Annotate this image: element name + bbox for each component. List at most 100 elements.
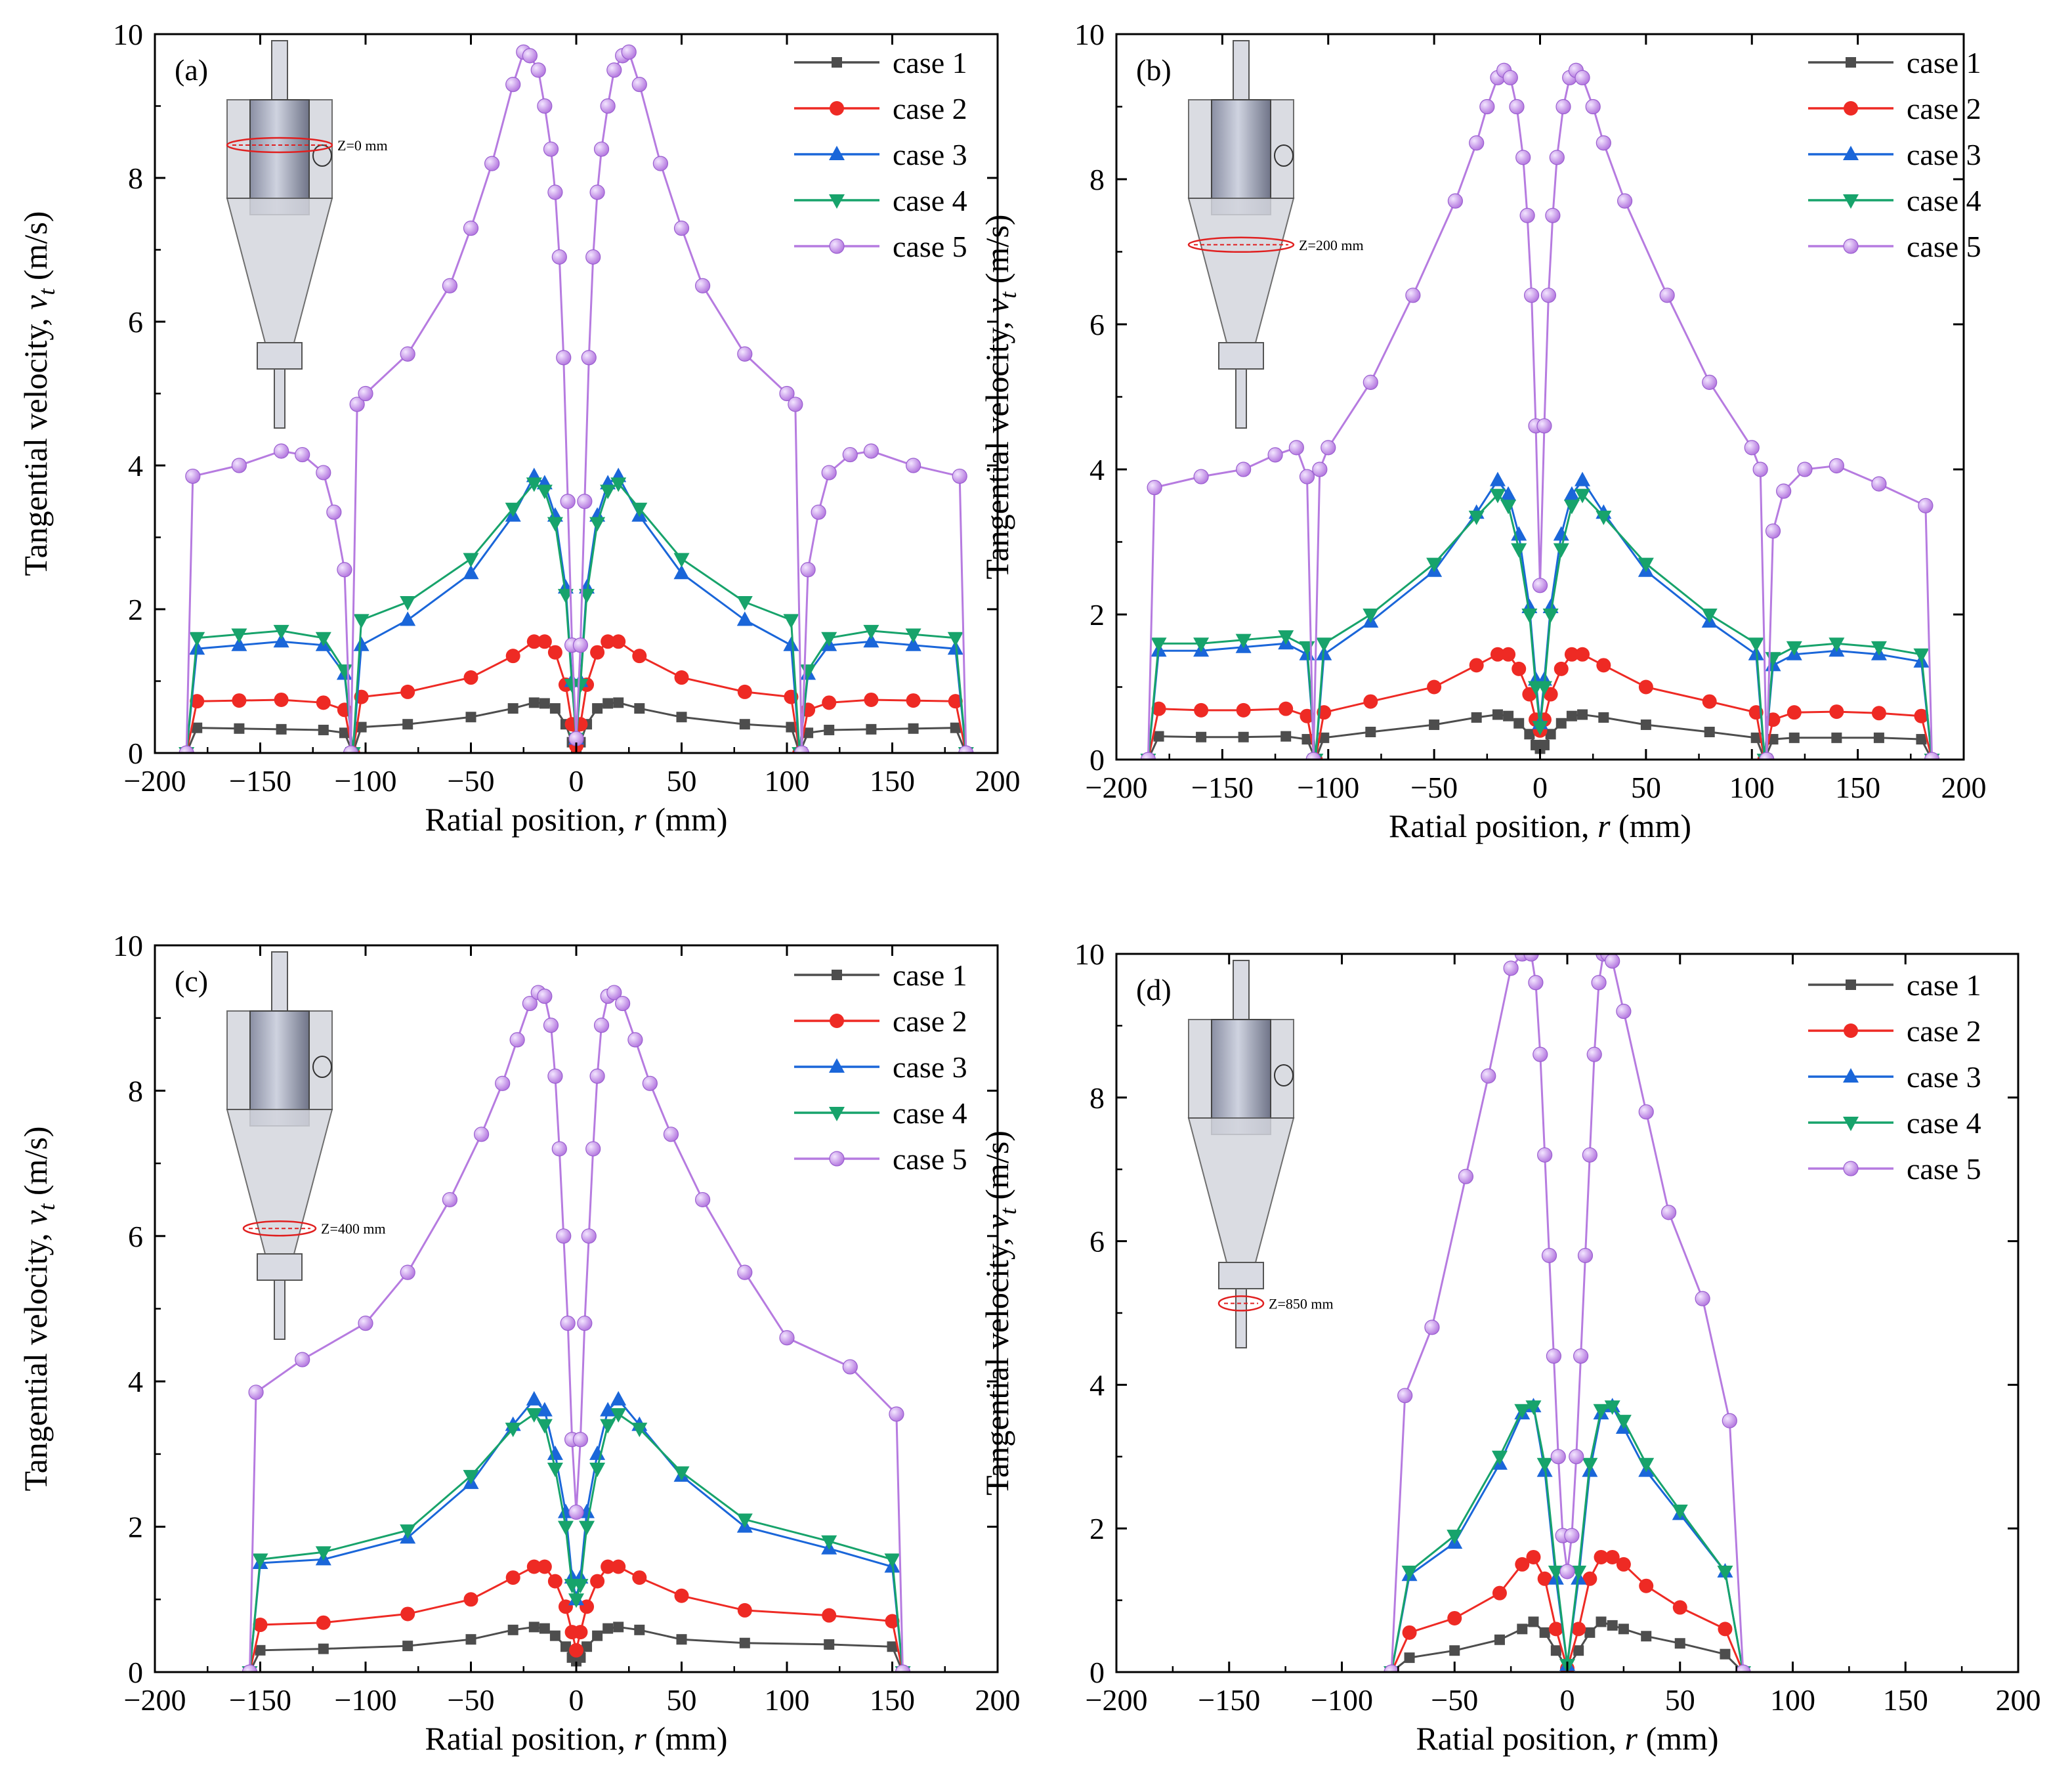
data-point <box>526 634 541 649</box>
data-point <box>673 565 690 580</box>
data-point <box>581 1228 597 1244</box>
data-point <box>694 1192 711 1208</box>
data-point <box>603 1623 614 1634</box>
x-axis-title: Ratial position, r (mm) <box>1389 807 1691 844</box>
data-point <box>1447 1530 1463 1545</box>
data-point <box>600 98 616 114</box>
x-tick-label: 150 <box>870 1683 915 1717</box>
data-point <box>353 636 370 651</box>
x-tick-label: 0 <box>569 1683 584 1717</box>
data-point <box>1491 1450 1508 1465</box>
data-point <box>1517 1624 1528 1635</box>
section-plane-marker <box>1217 1295 1265 1312</box>
data-point <box>343 745 359 753</box>
cyclone-inset: Z=400 mm <box>226 951 386 1340</box>
legend-label: case 5 <box>1907 230 1981 263</box>
cone-body <box>226 198 333 343</box>
data-point <box>1871 641 1887 656</box>
y-tick-label: 6 <box>1089 1225 1105 1258</box>
data-point <box>547 1574 562 1589</box>
data-point <box>463 565 479 580</box>
data-point <box>1546 1348 1561 1364</box>
data-point <box>1513 718 1525 729</box>
data-point <box>1720 1648 1731 1660</box>
legend-marker <box>1846 57 1856 68</box>
data-point <box>821 632 837 647</box>
bottom-pipe <box>274 1280 285 1340</box>
chart-panel: Z=400 mm −200 −150 −100 −50 0 50 100 150 200 0 2 4 6 8… <box>17 929 1021 1757</box>
data-point <box>1548 1622 1563 1637</box>
data-point <box>1616 1003 1632 1020</box>
data-point <box>948 694 963 709</box>
data-point <box>1596 135 1611 151</box>
data-point <box>573 1625 588 1640</box>
data-point <box>316 1615 331 1630</box>
data-point <box>1193 469 1209 484</box>
data-point <box>906 693 921 708</box>
y-tick-label: 10 <box>1074 18 1105 51</box>
y-axis-title: Tangential velocity, vt (m/s) <box>979 1130 1021 1495</box>
section-plane-marker <box>1187 236 1295 253</box>
data-point <box>1536 1457 1553 1473</box>
data-point <box>863 443 879 459</box>
x-axis-title-var: r <box>633 1720 646 1757</box>
data-point <box>495 1075 511 1091</box>
data-point <box>1512 661 1527 676</box>
data-point <box>905 628 921 643</box>
data-point <box>537 988 553 1004</box>
vortex-finder <box>1211 1019 1271 1135</box>
data-point <box>526 1408 542 1423</box>
data-point <box>1541 1247 1557 1264</box>
data-point <box>505 77 521 93</box>
section-plane-marker <box>242 1220 317 1237</box>
data-point <box>736 1513 753 1528</box>
data-point <box>1831 732 1842 743</box>
data-point <box>1528 1616 1539 1627</box>
data-point <box>952 468 967 484</box>
x-tick-label: 200 <box>1996 1683 2041 1717</box>
data-point <box>1545 729 1556 740</box>
data-point <box>1427 679 1442 695</box>
data-point <box>621 44 637 60</box>
x-tick-label: 150 <box>1835 771 1880 804</box>
data-point <box>1236 462 1252 477</box>
data-point <box>1521 609 1538 623</box>
data-point <box>1299 641 1315 656</box>
data-point <box>589 517 606 532</box>
data-point <box>507 703 518 714</box>
data-point <box>242 1664 258 1672</box>
x-axis-title-unit: (mm) <box>1610 807 1691 844</box>
data-point <box>1829 458 1844 474</box>
x-tick-label: −200 <box>124 764 186 798</box>
data-point <box>572 678 589 693</box>
data-point <box>400 596 416 611</box>
data-point <box>1238 731 1249 742</box>
series-line-case-4 <box>1390 1405 1744 1672</box>
data-point <box>589 184 605 200</box>
cyclone-inset: Z=0 mm <box>226 40 388 429</box>
x-tick-label: 50 <box>667 1683 697 1717</box>
data-point <box>739 1637 750 1648</box>
data-point <box>1750 732 1762 743</box>
legend-marker <box>829 146 845 160</box>
data-point <box>905 636 921 651</box>
data-point <box>842 1359 858 1375</box>
data-point <box>1402 1625 1417 1640</box>
y-tick-label: 8 <box>128 1074 143 1108</box>
legend-label: case 3 <box>1907 1060 1981 1094</box>
data-point <box>1591 975 1607 991</box>
data-point <box>631 502 648 517</box>
data-point <box>1788 732 1800 743</box>
data-point <box>1554 661 1569 676</box>
data-point <box>530 62 546 78</box>
data-point <box>674 670 689 685</box>
data-point <box>581 1641 593 1652</box>
data-point <box>786 721 797 733</box>
data-point <box>1301 734 1313 745</box>
data-point <box>549 1630 560 1641</box>
outlet-pipe <box>271 40 288 100</box>
inlet-port <box>1274 144 1294 167</box>
data-point <box>590 645 605 660</box>
data-point <box>547 184 563 200</box>
data-point <box>1384 1664 1399 1672</box>
